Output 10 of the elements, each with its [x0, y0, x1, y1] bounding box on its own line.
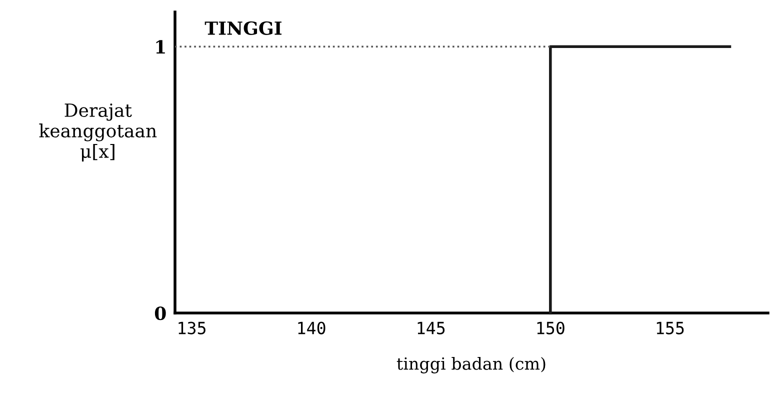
x-tick-label: 145 [418, 322, 445, 334]
chart-title: TINGGI [204, 21, 282, 36]
x-tick-label: 155 [656, 322, 684, 334]
x-tick-label: 135 [178, 322, 206, 334]
x-tick-label: 150 [537, 322, 564, 334]
x-tick-label: 140 [298, 322, 326, 334]
y-axis-title: Derajat keanggotaan μ[x] [39, 103, 157, 162]
x-axis-title: tinggi badan (cm) [396, 356, 546, 374]
y-tick-label: 1 [156, 40, 165, 54]
y-tick-label: 0 [154, 306, 166, 320]
